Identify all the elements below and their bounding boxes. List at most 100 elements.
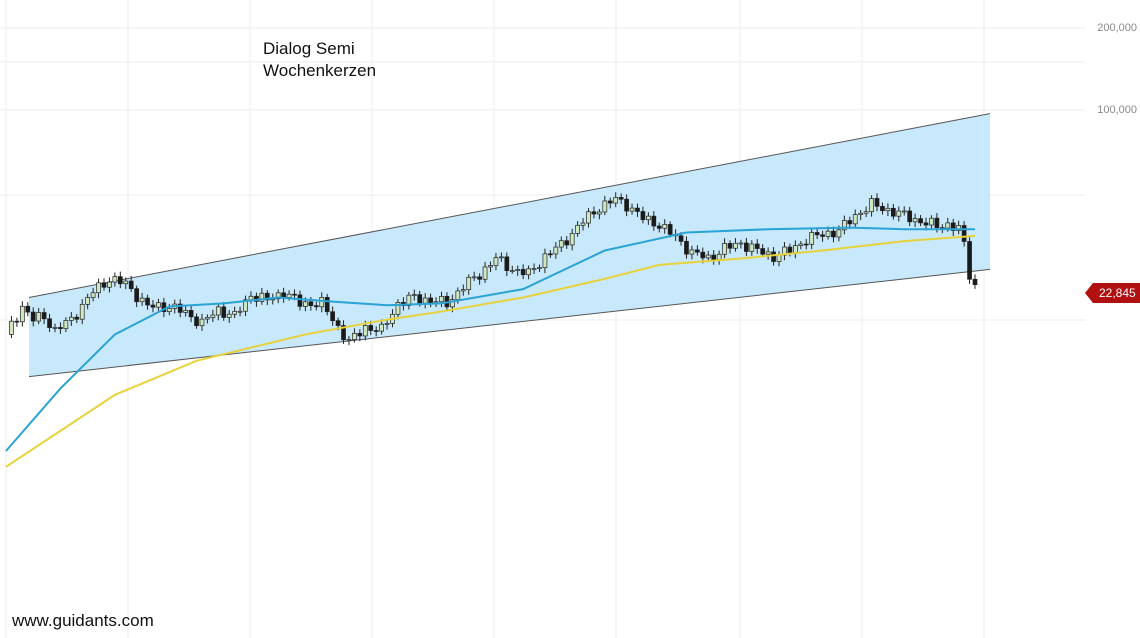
candle-body (384, 323, 390, 325)
candle-body (47, 318, 52, 328)
trend-channel-lower-line (28, 268, 991, 378)
candle-body (58, 327, 63, 330)
chart-title-line-2: Wochenkerzen (263, 61, 377, 80)
candle-body (188, 310, 194, 318)
candle-body (259, 292, 265, 302)
candle-body (803, 243, 809, 246)
candle-body (107, 281, 112, 288)
candle-body (74, 316, 80, 320)
candle-body (689, 249, 695, 255)
candle-body (700, 251, 706, 259)
candle-body (825, 230, 831, 237)
candle-body (602, 200, 608, 213)
candle-body (9, 320, 14, 335)
candle-body (749, 243, 755, 252)
candle-body (591, 211, 597, 215)
candle-body (243, 299, 248, 312)
candle-body (139, 297, 145, 303)
candle-body (564, 240, 570, 246)
candle-body (847, 220, 853, 225)
candle-body (183, 310, 188, 313)
candle-body (814, 232, 820, 236)
candle-body (215, 306, 221, 316)
candle-body (205, 317, 210, 320)
candle-body (831, 230, 836, 238)
candle-body (744, 242, 749, 252)
candle-body (85, 297, 91, 305)
candle-body (417, 294, 423, 304)
candle-body (607, 200, 613, 204)
candle-body (956, 225, 962, 231)
candle-body (678, 235, 684, 242)
candle-body (640, 211, 646, 221)
candle-body (509, 270, 515, 272)
candle-body (635, 207, 640, 212)
candle-body (226, 313, 232, 318)
candle-body (558, 240, 564, 248)
candle-body (395, 302, 401, 315)
candle-body (335, 320, 341, 326)
candle-body (629, 207, 635, 212)
candle-body (967, 241, 972, 280)
candle-body (901, 210, 907, 213)
candle-body (858, 212, 864, 215)
candle-body (918, 218, 923, 224)
candle-body (286, 293, 292, 298)
candle-body (308, 301, 314, 307)
candle-body (569, 233, 575, 246)
candle-body (896, 210, 902, 217)
candle-body (787, 246, 793, 254)
watermark: www.guidants.com (12, 611, 154, 630)
candle-body (406, 294, 412, 306)
candle-body (934, 217, 940, 229)
candle-body (477, 276, 482, 280)
candle-body (346, 339, 352, 341)
candle-body (96, 282, 101, 294)
moving-average-fast-line (5, 226, 975, 452)
candle-body (727, 243, 733, 249)
candle-body (820, 234, 825, 237)
candle-body (237, 310, 243, 313)
candle-body (907, 210, 913, 223)
candle-body (232, 311, 237, 315)
candle-body (738, 242, 744, 245)
candle-body (667, 224, 673, 235)
candle-body (281, 292, 286, 298)
candle-body (852, 214, 858, 225)
candle-body (765, 251, 771, 255)
candle-body (890, 207, 896, 217)
candle-body (482, 266, 488, 280)
candle-body (411, 294, 417, 296)
last-price-badge: 22,845 (1085, 283, 1140, 303)
candle-body (776, 254, 782, 262)
candle-body (352, 332, 357, 340)
candle-body (30, 311, 36, 322)
candle-body (760, 248, 766, 255)
candle-body (651, 215, 657, 227)
candle-body (25, 305, 31, 313)
candle-body (580, 222, 586, 226)
candle-body (134, 288, 140, 303)
candle-body (880, 206, 885, 212)
chart-title: Dialog Semi Wochenkerzen (263, 38, 376, 82)
candle-body (695, 249, 700, 253)
candle-body (526, 268, 531, 276)
candle-body (972, 278, 978, 286)
candle-body (313, 305, 319, 308)
candle-body (716, 253, 722, 261)
candle-body (624, 198, 629, 212)
candle-body (885, 207, 891, 212)
candle-body (929, 217, 934, 226)
candle-body (357, 332, 363, 337)
candle-body (613, 197, 619, 204)
candle-body (466, 276, 472, 291)
candle-body (798, 243, 804, 246)
candle-body (961, 225, 967, 242)
candle-body (145, 297, 150, 306)
candle-body (123, 280, 129, 285)
candle-body (656, 225, 662, 229)
candle-body (575, 224, 580, 234)
candle-body (319, 297, 325, 308)
candle-body (809, 232, 815, 245)
candle-body (41, 312, 47, 320)
